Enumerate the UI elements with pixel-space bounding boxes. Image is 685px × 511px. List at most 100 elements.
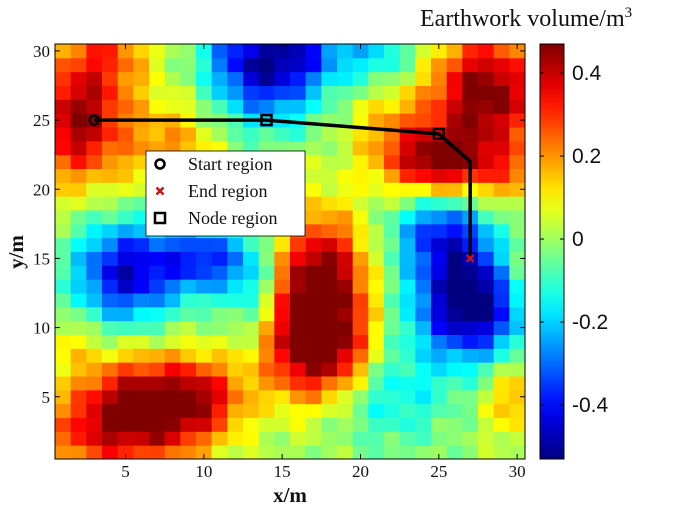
heatmap-cell [493,306,510,322]
heatmap-cell [258,348,275,363]
heatmap-cell [352,251,369,266]
heatmap-cell [431,154,448,169]
heatmap-cell [227,389,244,405]
heatmap-cell [164,85,181,100]
heatmap-cell [243,57,260,73]
heatmap-cell [227,265,244,280]
heatmap-cell [415,44,432,59]
heatmap-cell [337,389,354,405]
heatmap-cell [149,417,166,432]
end-marker [465,254,475,263]
heatmap-cell [399,71,416,86]
heatmap-cell [180,306,197,322]
heatmap-cell [133,320,150,335]
heatmap-cell [509,389,526,405]
heatmap-cell [399,237,416,252]
heatmap-cell [305,320,322,335]
heatmap-cell [399,348,416,363]
heatmap-cell [258,44,275,59]
heatmap-cell [149,57,166,73]
heatmap-cell [321,293,338,308]
heatmap-cell [290,389,307,405]
heatmap-cell [211,431,228,446]
heatmap-cells [55,44,526,460]
heatmap-cell [352,182,369,197]
heatmap-cell [164,99,181,114]
heatmap-cell [493,403,510,418]
heatmap-cell [384,85,401,100]
heatmap-cell [478,293,495,308]
heatmap-cell [86,196,103,211]
heatmap-cell [117,362,134,377]
heatmap-cell [149,71,166,86]
heatmap-cell [290,348,307,363]
heatmap-cell [243,334,260,349]
heatmap-cell [368,445,385,460]
heatmap-cell [86,127,103,142]
heatmap-cell [133,265,150,280]
heatmap-cell [70,127,87,142]
heatmap-cell [337,237,354,252]
heatmap-cell [149,85,166,100]
heatmap-cell [70,417,87,432]
heatmap-cell [227,99,244,114]
heatmap-cell [384,237,401,252]
heatmap-cell [258,57,275,73]
heatmap-cell [493,320,510,335]
heatmap-cell [493,334,510,349]
heatmap-cell [227,348,244,363]
heatmap-cell [337,265,354,280]
heatmap-cell [321,265,338,280]
heatmap-cell [399,279,416,294]
heatmap-cell [196,85,213,100]
heatmap-cell [431,223,448,239]
heatmap-cell [384,182,401,197]
heatmap-cell [290,71,307,86]
heatmap-cell [196,279,213,294]
heatmap-cell [399,99,416,114]
legend-x-mark-icon [155,186,165,196]
heatmap-cell [321,279,338,294]
heatmap-cell [446,113,463,128]
heatmap-cell [102,210,119,225]
heatmap-cell [415,417,432,432]
heatmap-cell [243,389,260,405]
heatmap-cell [368,44,385,59]
heatmap-cell [290,376,307,391]
heatmap-cell [462,279,479,294]
heatmap-cell [431,210,448,225]
heatmap-cell [149,265,166,280]
heatmap-cell [196,127,213,142]
colorbar-tick-label: 0.4 [572,62,602,85]
heatmap-cell [352,417,369,432]
heatmap-cell [368,320,385,335]
heatmap-cell [509,403,526,418]
heatmap-cell [133,293,150,308]
heatmap-cell [70,99,87,114]
heatmap-cell [70,348,87,363]
heatmap-cell [337,306,354,322]
heatmap-cell [86,140,103,156]
heatmap-cell [117,182,134,197]
heatmap-cell [243,99,260,114]
heatmap-cell [352,348,369,363]
heatmap-cell [431,431,448,446]
heatmap-cell [305,44,322,59]
heatmap-cell [55,251,72,266]
heatmap-cell [70,196,87,211]
heatmap-cell [117,403,134,418]
heatmap-cell [321,237,338,252]
heatmap-cell [55,99,72,114]
heatmap-cell [55,334,72,349]
heatmap-cell [180,44,197,59]
heatmap-cell [55,223,72,239]
heatmap-cell [446,71,463,86]
heatmap-cell [384,44,401,59]
heatmap-cell [211,306,228,322]
heatmap-cell [321,417,338,432]
heatmap-cell [478,334,495,349]
legend-entry-label: End region [188,181,267,201]
heatmap-cell [415,57,432,73]
heatmap-cell [227,376,244,391]
heatmap-cell [337,140,354,156]
